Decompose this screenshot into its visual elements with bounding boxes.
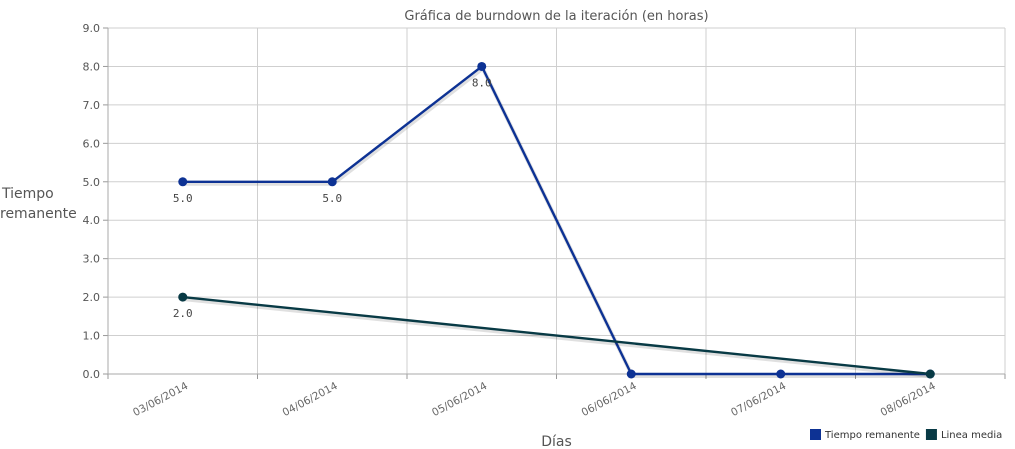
y-tick-label: 6.0 [83, 137, 101, 150]
series-line [182, 295, 931, 376]
data-point [925, 369, 935, 379]
y-axis-label: remanente [0, 206, 77, 222]
x-tick-label: 06/06/2014 [580, 380, 639, 419]
data-label: 5.0 [173, 192, 193, 205]
data-point [477, 61, 487, 71]
data-point [626, 369, 636, 379]
data-label: 8.0 [472, 76, 492, 89]
x-tick-label: 03/06/2014 [131, 380, 190, 419]
data-point [178, 177, 188, 187]
y-tick-label: 5.0 [83, 176, 101, 189]
series-shadow [183, 297, 932, 378]
y-tick-label: 8.0 [83, 60, 101, 73]
y-tick-label: 4.0 [83, 214, 101, 227]
data-label: 2.0 [173, 307, 193, 320]
y-axis-label: Tiempo [1, 186, 54, 202]
x-axis-label: Días [541, 434, 572, 449]
data-point [178, 292, 188, 302]
x-tick-label: 04/06/2014 [281, 380, 340, 419]
x-tick-label: 08/06/2014 [879, 380, 938, 419]
data-point [327, 177, 337, 187]
y-tick-label: 2.0 [83, 291, 101, 304]
axis-layer: 0.0 1.0 2.0 3.0 4.0 5.0 6.0 7.0 8.0 9.0 03/06/2014… [0, 22, 1006, 449]
label-layer: 5.0 5.0 8.0 2.0 [173, 76, 492, 320]
series-layer [178, 61, 935, 379]
legend: Tiempo remanente Linea media [810, 429, 1002, 441]
legend-label: Tiempo remanente [824, 430, 920, 441]
legend-label: Linea media [941, 430, 1002, 441]
x-tick-label: 05/06/2014 [430, 380, 489, 419]
data-point [776, 369, 786, 379]
grid-layer [107, 27, 1006, 375]
y-tick-label: 3.0 [83, 253, 101, 266]
series-line [182, 65, 931, 376]
data-label: 5.0 [322, 192, 342, 205]
x-tick-label: 07/06/2014 [729, 380, 788, 419]
y-tick-label: 0.0 [83, 368, 101, 381]
chart-title: Gráfica de burndown de la iteración (en … [404, 9, 708, 24]
y-tick-label: 7.0 [83, 99, 101, 112]
legend-swatch [925, 429, 937, 440]
legend-swatch [810, 429, 821, 440]
y-tick-label: 1.0 [83, 330, 101, 343]
y-tick-label: 9.0 [83, 22, 101, 35]
